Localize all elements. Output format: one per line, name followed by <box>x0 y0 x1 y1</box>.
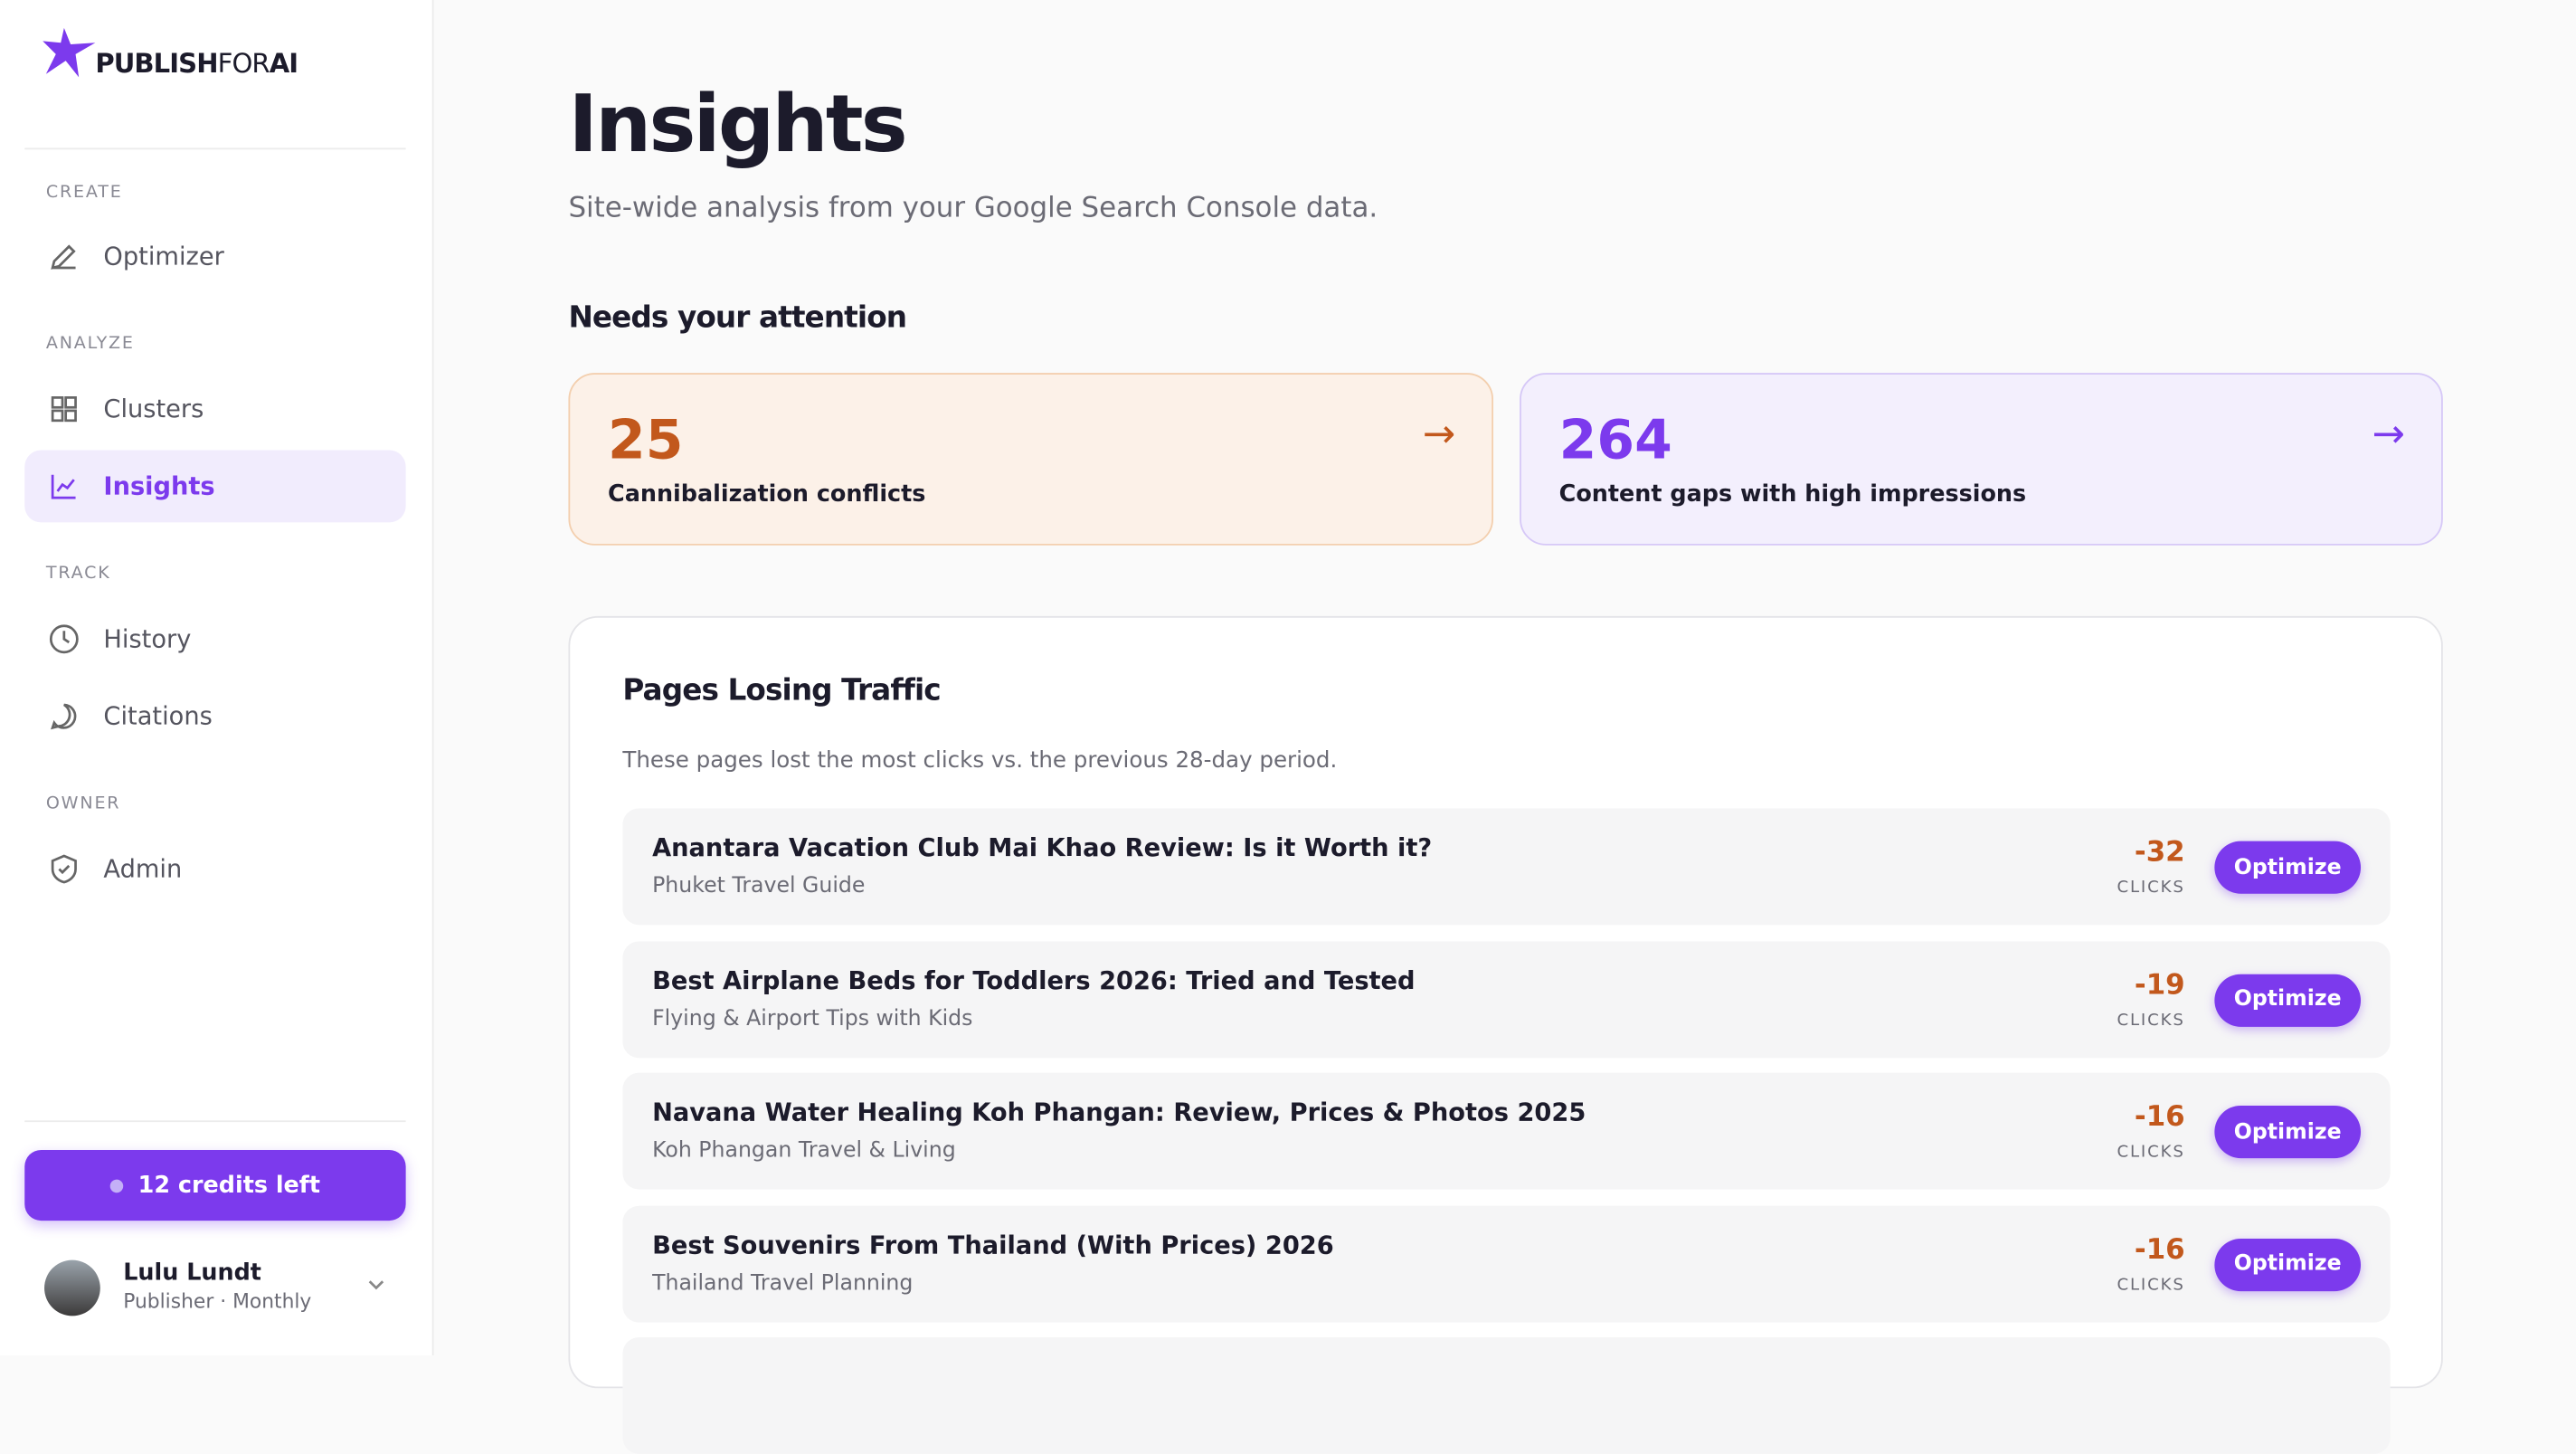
section-heading: Needs your attention <box>568 300 907 336</box>
attention-card[interactable]: 264 Content gaps with high impressions → <box>1520 373 2443 546</box>
sidebar: PUBLISHFORAI CREATE Optimizer ANALYZE Cl… <box>0 0 434 1355</box>
card-number: 25 <box>608 407 684 472</box>
section-label: ANALYZE <box>45 333 135 354</box>
credits-label: 12 credits left <box>137 1172 321 1199</box>
section-label: OWNER <box>45 793 121 813</box>
row[interactable]: Navana Water Healing Koh Phangan: Review… <box>622 1072 2391 1190</box>
panel-description: These pages lost the most clicks vs. the… <box>622 747 1338 775</box>
optimize-button[interactable]: Optimize <box>2214 841 2362 894</box>
brand-end: AI <box>269 46 298 79</box>
nav-label: Optimizer <box>103 241 224 271</box>
panel-title: Pages Losing Traffic <box>622 673 941 708</box>
page: PUBLISHFORAI CREATE Optimizer ANALYZE Cl… <box>0 0 2443 1389</box>
card-number: 264 <box>1558 407 1672 472</box>
nav-label: Clusters <box>103 394 204 424</box>
row[interactable]: Best Airplane Beds for Toddlers 2026: Tr… <box>622 940 2391 1058</box>
nav-item-active[interactable]: Insights <box>24 450 406 523</box>
row[interactable]: Anantara Vacation Club Mai Khao Review: … <box>622 808 2391 926</box>
optimize-button[interactable]: Optimize <box>2214 1105 2362 1159</box>
card-label: Content gaps with high impressions <box>1558 481 2027 508</box>
divider <box>24 147 406 150</box>
divider <box>24 1120 406 1123</box>
row-unit: CLICKS <box>2117 1011 2185 1030</box>
row-title: Best Airplane Beds for Toddlers 2026: Tr… <box>652 965 1416 995</box>
row-unit: CLICKS <box>2117 1143 2185 1162</box>
row-title: Navana Water Healing Koh Phangan: Review… <box>652 1097 1586 1127</box>
row-unit: CLICKS <box>2117 879 2185 898</box>
row-unit: CLICKS <box>2117 1275 2185 1294</box>
user-plan: Publisher · Monthly <box>123 1289 312 1313</box>
nav-item[interactable]: Admin <box>24 833 405 906</box>
brand-main: PUBLISH <box>95 46 218 79</box>
page-title: Insights <box>568 79 907 171</box>
nav-label: Insights <box>103 471 215 501</box>
logo[interactable]: PUBLISHFORAI <box>43 24 298 81</box>
panel: Pages Losing Traffic These pages lost th… <box>568 615 2443 1454</box>
arrow: → <box>2372 410 2406 457</box>
row-delta: -16 <box>2134 1100 2185 1134</box>
attention-card[interactable]: 25 Cannibalization conflicts → <box>568 373 1494 546</box>
nav-label: Citations <box>103 701 213 731</box>
page-subtitle: Site-wide analysis from your Google Sear… <box>568 192 1378 225</box>
optimize-button[interactable]: Optimize <box>2214 973 2362 1026</box>
avatar[interactable] <box>44 1259 100 1316</box>
nav-label: History <box>103 623 192 654</box>
credits-button[interactable]: 12 credits left <box>24 1149 406 1221</box>
row-title: Best Souvenirs From Thailand (With Price… <box>652 1230 1334 1259</box>
chevron[interactable] <box>365 1277 387 1293</box>
row-delta: -32 <box>2134 836 2185 870</box>
row-site: Phuket Travel Guide <box>652 873 866 899</box>
nav-item[interactable]: Citations <box>24 680 405 753</box>
arrow: → <box>1422 410 1456 457</box>
logo-icon <box>43 27 96 78</box>
app: PUBLISHFORAI CREATE Optimizer ANALYZE Cl… <box>0 0 2443 1389</box>
nav-item[interactable]: Clusters <box>24 373 405 445</box>
row <box>622 1336 2391 1454</box>
row-site: Koh Phangan Travel & Living <box>652 1138 956 1164</box>
row-delta: -19 <box>2134 968 2185 1002</box>
row-site: Flying & Airport Tips with Kids <box>652 1006 973 1031</box>
optimize-button[interactable]: Optimize <box>2214 1238 2362 1291</box>
row[interactable]: Best Souvenirs From Thailand (With Price… <box>622 1204 2391 1322</box>
section-label: CREATE <box>45 182 123 203</box>
user-name: Lulu Lundt <box>123 1259 261 1287</box>
nav-item[interactable]: Optimizer <box>24 220 405 292</box>
nav-item[interactable]: History <box>24 603 405 675</box>
brand-middle: FOR <box>217 46 270 79</box>
section-label: TRACK <box>45 563 111 584</box>
nav-label: Admin <box>103 854 183 884</box>
row-delta: -16 <box>2134 1232 2185 1266</box>
card-label: Cannibalization conflicts <box>608 481 926 508</box>
row-site: Thailand Travel Planning <box>652 1270 914 1296</box>
row-title: Anantara Vacation Club Mai Khao Review: … <box>652 832 1433 863</box>
